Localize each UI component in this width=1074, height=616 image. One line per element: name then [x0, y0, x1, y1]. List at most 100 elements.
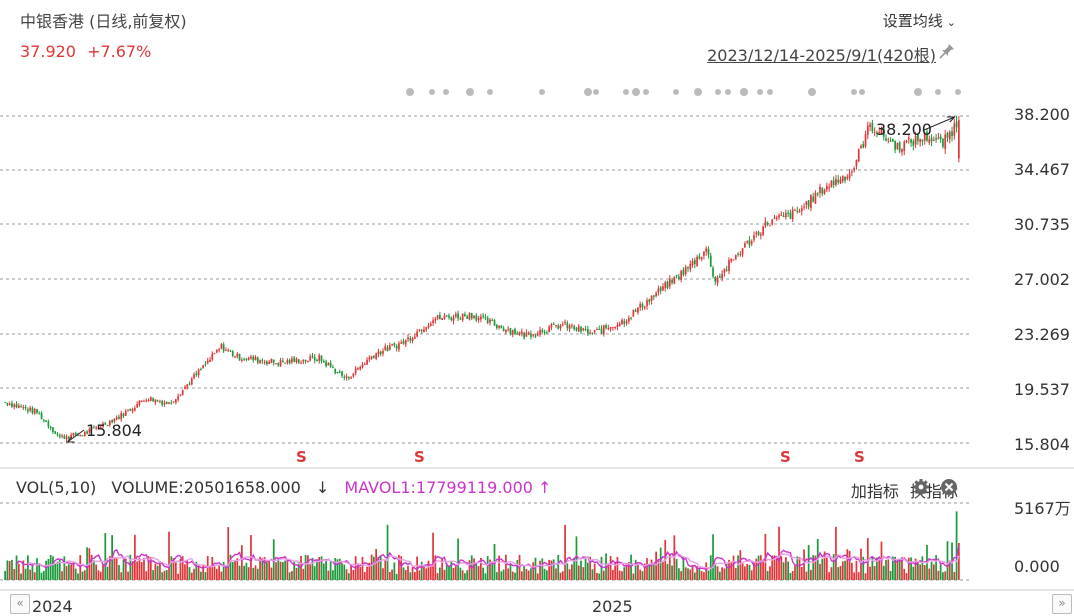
candle-body	[691, 260, 694, 266]
volume-bar	[275, 562, 277, 580]
scroll-right-button[interactable]: »	[1052, 594, 1072, 614]
mavol-value: MAVOL1:17799119.000	[344, 478, 533, 497]
candle-body	[400, 342, 403, 344]
volume-bar	[734, 568, 737, 580]
signal-marker[interactable]: S	[414, 448, 425, 466]
candle-body	[764, 221, 767, 227]
candle-body	[935, 137, 937, 140]
ma-setting-button[interactable]: 设置均线 ⌄	[883, 10, 956, 31]
candle-body	[70, 434, 73, 439]
volume-bar	[222, 561, 225, 580]
candle-body	[926, 131, 928, 141]
candle-body	[657, 288, 660, 293]
candle-body	[505, 329, 507, 333]
volume-bar	[195, 561, 198, 580]
signal-marker[interactable]: S	[296, 448, 307, 466]
candle-body	[894, 140, 896, 150]
volume-bar	[213, 566, 216, 580]
volume-bar	[725, 563, 728, 580]
volume-bar	[427, 560, 430, 580]
candle-body	[325, 361, 327, 367]
gear-icon[interactable]	[912, 478, 930, 496]
candle-body	[229, 350, 232, 352]
candle-body	[391, 344, 393, 346]
volume-bar	[932, 564, 935, 580]
volume-bar	[684, 567, 687, 580]
volume-bar	[887, 559, 890, 580]
price-axis-label: 38.200	[1014, 105, 1070, 124]
candle-body	[643, 306, 646, 309]
volume-bar	[420, 561, 423, 580]
volume-bar	[759, 555, 762, 580]
volume-bar	[657, 560, 660, 580]
candle-body	[835, 178, 837, 185]
date-range-link[interactable]: 2023/12/14-2025/9/1(420根)	[707, 46, 936, 65]
candle-body	[341, 371, 343, 376]
candle-body	[227, 349, 230, 351]
signal-marker[interactable]: S	[780, 448, 791, 466]
candle-body	[81, 435, 84, 437]
pin-icon[interactable]	[938, 42, 956, 60]
volume-bar	[475, 563, 478, 580]
volume-bar	[254, 565, 257, 580]
candle-body	[885, 138, 887, 141]
candle-body	[49, 427, 52, 429]
candle-body	[662, 286, 664, 291]
candle-body	[910, 139, 912, 143]
candle-body	[523, 332, 525, 338]
volume-bar	[454, 566, 457, 580]
candle-body	[452, 317, 455, 321]
price-axis-label: 15.804	[1014, 435, 1070, 454]
candle-body	[814, 192, 817, 204]
volume-bar	[384, 559, 387, 580]
candle-body	[457, 313, 459, 319]
volume-bar	[341, 563, 343, 580]
candle-body	[45, 420, 47, 423]
volume-bar	[152, 570, 154, 580]
candle-body	[580, 326, 582, 332]
candle-body	[889, 140, 892, 142]
candle-body	[357, 368, 359, 370]
volume-bar	[316, 560, 318, 580]
volume-bar	[259, 556, 261, 580]
candle-body	[277, 362, 280, 366]
volume-bar	[584, 556, 587, 580]
candle-body	[712, 267, 714, 277]
candle-body	[268, 361, 271, 365]
candle-body	[375, 353, 378, 359]
candle-body	[240, 359, 243, 361]
candle-body	[368, 357, 371, 360]
volume-bar	[666, 563, 669, 580]
volume-bar	[445, 563, 448, 580]
add-indicator-button[interactable]: 加指标	[850, 482, 899, 501]
volume-bar	[796, 556, 799, 580]
volume-bar	[170, 556, 173, 580]
volume-bar	[131, 561, 134, 580]
high-arrow-head	[946, 116, 956, 123]
candle-body	[83, 431, 86, 437]
volume-bar	[318, 557, 321, 580]
candle-body	[40, 412, 43, 420]
volume-bar	[352, 569, 355, 580]
price-axis-label: 34.467	[1014, 160, 1070, 179]
signal-marker[interactable]: S	[854, 448, 865, 466]
volume-bar	[124, 558, 127, 580]
volume-bar	[520, 571, 523, 580]
scroll-left-button[interactable]: «	[10, 594, 30, 614]
event-dot	[715, 89, 721, 95]
candle-body	[532, 334, 535, 336]
event-dot	[757, 89, 763, 95]
candle-body	[757, 231, 760, 236]
close-icon[interactable]	[940, 478, 958, 496]
candle-body	[79, 434, 82, 436]
candle-body	[436, 315, 439, 319]
candle-body	[846, 176, 849, 179]
volume-bar	[839, 566, 842, 580]
candle-body	[921, 139, 924, 142]
volume-bar	[486, 556, 489, 580]
candle-body	[866, 125, 869, 135]
volume-bar	[256, 568, 259, 580]
candle-body	[680, 270, 683, 280]
volume-bar	[418, 570, 421, 580]
